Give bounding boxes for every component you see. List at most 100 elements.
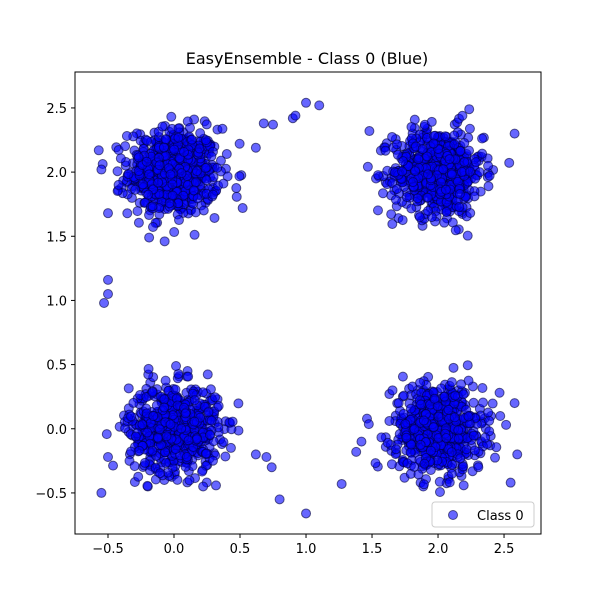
data-point (376, 432, 387, 443)
data-point (250, 142, 261, 153)
data-point (258, 118, 269, 129)
data-point (231, 191, 242, 202)
x-axis: −0.5 0.0 0.5 1.0 1.5 2.0 2.5 (92, 534, 514, 557)
data-point (434, 487, 445, 498)
data-point (386, 209, 397, 220)
data-point (137, 179, 148, 190)
data-point (387, 219, 398, 230)
data-point (129, 461, 140, 472)
data-point (167, 179, 178, 190)
data-point (165, 419, 176, 430)
data-point (470, 173, 481, 184)
data-point (133, 217, 144, 228)
data-point (179, 147, 189, 157)
data-point (425, 445, 436, 456)
data-point (213, 400, 224, 411)
data-point (455, 146, 466, 157)
data-point (446, 377, 457, 388)
data-point (414, 212, 425, 223)
data-point (192, 193, 203, 204)
data-point (194, 143, 205, 154)
data-point (159, 236, 170, 247)
data-point (189, 416, 200, 427)
data-point (161, 431, 172, 442)
data-point (301, 508, 312, 519)
data-point (441, 207, 452, 218)
data-point (465, 166, 476, 177)
data-point (237, 203, 248, 214)
data-point (446, 447, 457, 458)
y-tick-label: 1.0 (46, 294, 67, 309)
data-point (142, 135, 153, 146)
data-point (471, 157, 482, 168)
data-point (144, 232, 155, 243)
data-point (133, 152, 144, 163)
data-point (171, 361, 182, 371)
data-point (201, 175, 212, 186)
data-point (409, 424, 420, 435)
data-point (210, 480, 221, 491)
data-point (186, 134, 197, 145)
data-point (469, 191, 480, 202)
data-point (215, 155, 226, 166)
data-point (159, 402, 170, 413)
x-tick-label: 1.5 (362, 542, 383, 557)
data-point (132, 206, 143, 217)
data-point (189, 395, 200, 406)
data-point (494, 387, 505, 398)
data-point (314, 100, 325, 111)
x-tick-label: 2.0 (428, 542, 449, 557)
data-point (465, 208, 476, 219)
data-point (484, 170, 495, 181)
data-point (509, 398, 520, 409)
data-point (458, 389, 469, 400)
data-point (477, 383, 488, 394)
data-point (96, 164, 107, 175)
data-point (490, 452, 501, 463)
data-point (160, 458, 171, 469)
data-point (169, 144, 180, 155)
data-point (209, 212, 220, 223)
data-point (459, 138, 470, 148)
data-point (130, 431, 141, 442)
data-point (473, 462, 484, 473)
data-point (122, 208, 133, 219)
data-point (397, 166, 408, 177)
data-point (147, 445, 158, 456)
data-point (439, 391, 450, 402)
data-point (477, 133, 488, 144)
data-point (378, 188, 389, 199)
data-point (198, 481, 209, 492)
data-point (406, 121, 417, 132)
data-point (428, 422, 439, 433)
data-point (234, 171, 245, 182)
data-point (184, 475, 195, 486)
data-point (218, 178, 229, 189)
data-point (443, 404, 454, 415)
x-tick-label: 0.5 (230, 542, 251, 557)
data-point (200, 162, 211, 173)
data-point (439, 217, 450, 228)
data-point (123, 169, 134, 180)
data-point (405, 403, 416, 414)
data-point (483, 181, 494, 192)
data-point (444, 477, 455, 488)
data-point (362, 161, 373, 172)
data-point (449, 139, 460, 150)
data-point (468, 430, 479, 441)
data-point (173, 215, 184, 226)
data-point (202, 369, 213, 380)
data-point (457, 110, 468, 121)
data-point (99, 298, 110, 308)
data-point (464, 123, 475, 134)
data-point (176, 423, 187, 434)
data-point (356, 436, 367, 447)
data-point (428, 138, 439, 149)
legend-box (431, 501, 535, 528)
data-point (449, 130, 460, 141)
data-point (449, 412, 460, 423)
data-point (143, 363, 154, 374)
data-point (139, 457, 150, 468)
data-point (120, 141, 131, 152)
data-point (261, 452, 272, 462)
